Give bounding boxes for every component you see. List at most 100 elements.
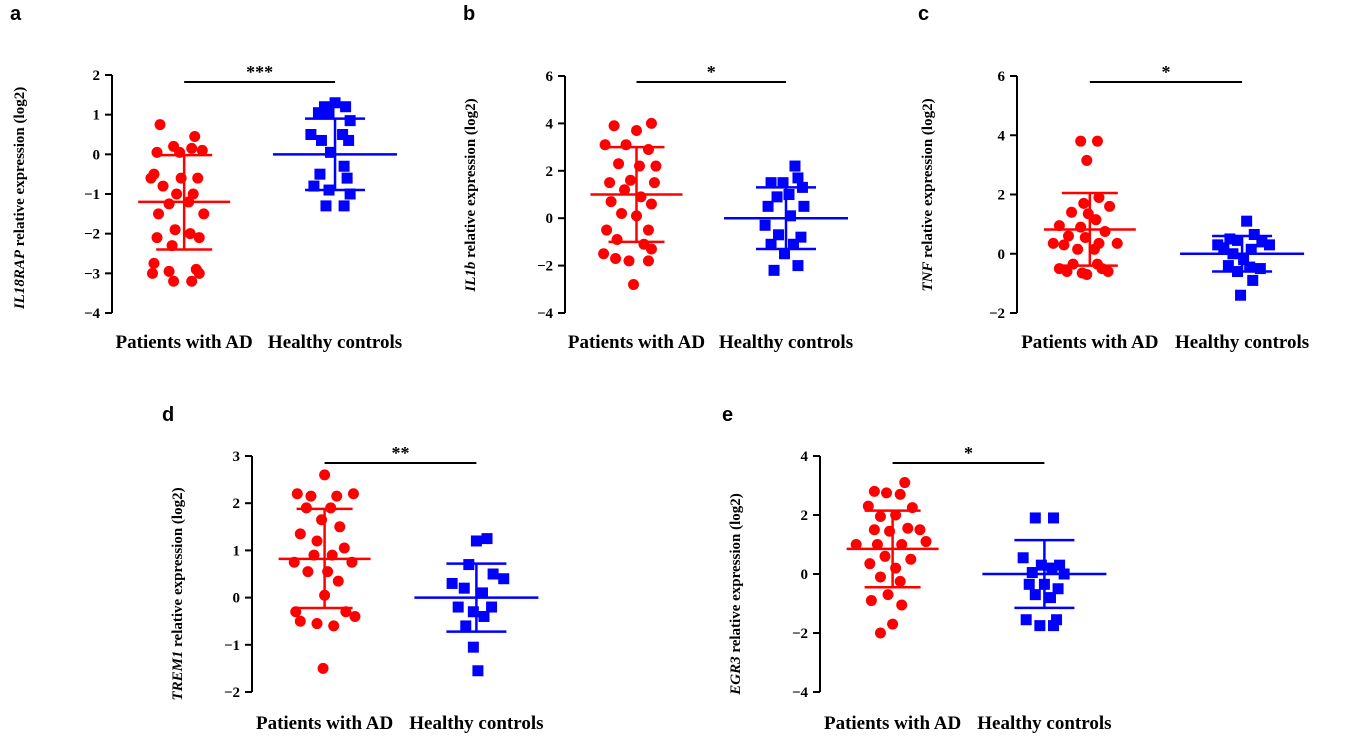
- significance-stars-d: **: [392, 443, 410, 463]
- data-point-control-d: [446, 577, 458, 589]
- data-point-patient-d: [349, 610, 361, 622]
- data-point-patient-c: [1066, 206, 1078, 218]
- data-point-control-c: [1244, 261, 1256, 273]
- data-point-control-a: [308, 180, 320, 192]
- panel-letter-b: b: [463, 3, 475, 25]
- panel-letter-a: a: [10, 3, 22, 25]
- ylabel-rest-a: relative expression (log2): [12, 87, 28, 250]
- data-point-control-b: [759, 219, 771, 231]
- y-tick-label-d: 2: [233, 496, 241, 512]
- data-point-control-e: [1029, 589, 1041, 601]
- data-point-patient-d: [331, 490, 343, 502]
- data-point-patient-a: [153, 208, 165, 220]
- data-point-patient-b: [598, 248, 610, 260]
- data-point-control-b: [771, 191, 783, 203]
- data-point-patient-b: [642, 255, 654, 267]
- data-point-patient-c: [1075, 135, 1087, 147]
- data-point-control-c: [1235, 289, 1247, 301]
- y-tick-label-b: −4: [537, 306, 554, 322]
- data-point-control-d: [472, 665, 484, 677]
- data-point-control-b: [798, 200, 810, 212]
- data-point-patient-b: [623, 255, 635, 267]
- data-point-patient-e: [899, 477, 911, 489]
- data-point-patient-d: [311, 618, 323, 630]
- plot-area-a: 2 1 0 −1 −2 −3 −4 *** Patients with AD Healthy co…: [84, 62, 402, 353]
- data-point-patient-a: [169, 224, 181, 236]
- y-tick-label-e: −4: [792, 685, 809, 701]
- y-tick-label-b: 2: [546, 164, 554, 180]
- significance-stars-e: *: [964, 443, 973, 463]
- data-point-patient-b: [648, 177, 660, 189]
- data-point-control-b: [792, 172, 804, 184]
- gene-name-b: IL1b: [463, 261, 479, 293]
- data-point-patient-c: [1088, 243, 1100, 255]
- data-point-control-e: [1017, 552, 1029, 564]
- data-point-patient-b: [650, 160, 662, 172]
- data-point-patient-d: [319, 469, 331, 481]
- data-point-patient-c: [1104, 200, 1116, 212]
- panel-a: a IL18RAP relative expression (log2) 2 1 0…: [0, 0, 455, 369]
- y-tick-label-d: 1: [233, 543, 241, 559]
- data-point-control-c: [1232, 234, 1244, 246]
- data-point-patient-a: [151, 232, 163, 244]
- data-point-patient-a: [146, 267, 158, 279]
- data-point-patient-d: [302, 566, 314, 578]
- data-point-control-a: [337, 129, 349, 140]
- y-axis-label-e: EGR3 relative expression (log2): [728, 493, 744, 696]
- plot-area-e: 4 2 0 −2 −4 * Patients with AD Healthy controls: [792, 443, 1112, 734]
- ylabel-rest-c: relative expression (log2): [920, 98, 936, 261]
- y-tick-label-c: 6: [998, 69, 1006, 85]
- data-point-control-d: [470, 535, 482, 547]
- y-tick-label-e: 0: [801, 567, 809, 583]
- data-point-patient-c: [1067, 258, 1079, 270]
- category-label-b: Patients with AD: [568, 332, 705, 353]
- data-point-patient-d: [328, 620, 340, 632]
- data-point-patient-a: [196, 144, 208, 156]
- data-point-patient-b: [645, 117, 657, 129]
- ylabel-rest-e: relative expression (log2): [728, 493, 744, 656]
- data-point-patient-e: [914, 524, 926, 536]
- data-point-patient-b: [616, 207, 628, 219]
- data-point-patient-e: [864, 558, 876, 570]
- data-point-patient-c: [1081, 268, 1093, 280]
- y-tick-label-a: −2: [84, 227, 100, 243]
- significance-stars-a: ***: [246, 62, 273, 82]
- category-label-c: Patients with AD: [1021, 332, 1158, 353]
- data-point-patient-c: [1102, 266, 1114, 278]
- category-label-a: Patients with AD: [116, 332, 253, 353]
- plot-area-d: 3 2 1 0 −1 −2 ** Patients with AD Healthy contro…: [224, 443, 544, 734]
- data-point-control-b: [784, 210, 796, 222]
- data-point-patient-b: [642, 224, 654, 236]
- data-point-control-d: [476, 587, 488, 599]
- data-point-patient-e: [879, 550, 891, 562]
- y-tick-label-a: −3: [84, 266, 100, 282]
- data-point-control-b: [789, 160, 801, 172]
- data-point-patient-c: [1072, 243, 1084, 255]
- chart-c-svg: c TNF relative expression (log2) 6 4 2 0 −2 *…: [918, 3, 1309, 353]
- data-point-patient-c: [1058, 239, 1070, 251]
- data-point-patient-c: [1075, 221, 1087, 233]
- y-axis-label-d: TREM1 relative expression (log2): [170, 487, 186, 700]
- data-point-control-a: [338, 160, 350, 172]
- data-point-patient-d: [334, 521, 346, 533]
- y-tick-label-b: 0: [546, 211, 554, 227]
- data-point-control-c: [1222, 260, 1234, 272]
- significance-stars-c: *: [1161, 62, 1170, 82]
- data-point-control-e: [1052, 583, 1064, 595]
- data-point-control-a: [344, 115, 356, 127]
- gene-name-c: TNF: [920, 262, 936, 292]
- y-tick-label-d: −2: [224, 685, 240, 701]
- data-point-patient-a: [184, 228, 196, 240]
- y-tick-label-c: −2: [989, 306, 1005, 322]
- data-point-patient-b: [628, 279, 640, 291]
- data-point-patient-b: [631, 125, 642, 137]
- data-point-patient-a: [193, 267, 205, 279]
- data-point-patient-b: [613, 158, 625, 170]
- data-point-control-b: [777, 177, 789, 189]
- data-point-control-d: [467, 606, 479, 618]
- data-point-patient-e: [896, 539, 908, 550]
- data-point-patient-c: [1093, 191, 1105, 203]
- data-point-patient-a: [145, 172, 157, 184]
- data-point-control-e: [1048, 512, 1060, 524]
- ylabel-rest-d: relative expression (log2): [170, 487, 186, 650]
